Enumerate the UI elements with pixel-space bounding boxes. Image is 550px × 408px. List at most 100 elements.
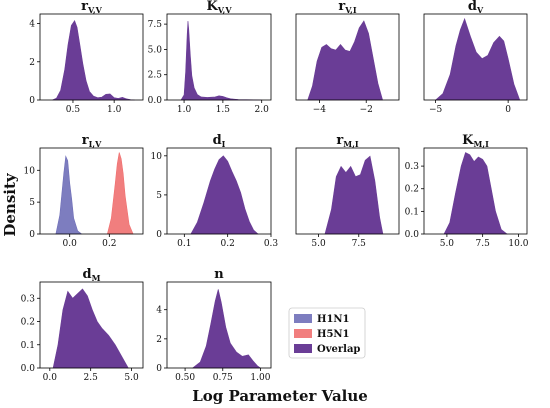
density-area-overlap: [191, 289, 262, 369]
x-tick-label: −4: [313, 105, 327, 115]
panel-frame: [166, 13, 272, 101]
y-tick-label: 0: [156, 230, 162, 240]
legend-swatch: [294, 329, 312, 338]
y-tick-label: 0: [29, 96, 35, 106]
density-area-h5n1: [106, 152, 134, 235]
panel-frame: [39, 147, 144, 235]
x-tick-label: 0.2: [221, 239, 235, 249]
legend: H1N1 H5N1 Overlap: [288, 307, 366, 359]
legend-swatch: [294, 344, 312, 353]
panel-frame: [295, 13, 400, 101]
panel-title: dV: [468, 0, 484, 15]
panel-title: KM,I: [462, 133, 489, 149]
y-tick-label: 0.2: [405, 185, 419, 195]
density-panel: 0.1 0.2 0.3 0 5 10 dI: [151, 133, 279, 249]
density-panel: 5.0 7.5 rM,I: [295, 133, 400, 249]
panel-title: dM: [83, 267, 101, 283]
y-tick-label: 0.1: [405, 207, 419, 217]
x-tick-label: 0: [505, 105, 511, 115]
y-tick-label: 0.1: [21, 341, 35, 351]
density-area-overlap: [52, 20, 135, 101]
density-panel: 0.50 0.75 1.00 0 2 4 n: [156, 267, 272, 383]
x-tick-label: 5.0: [124, 373, 139, 383]
legend-label: H5N1: [317, 329, 350, 340]
panel-title: rM,I: [336, 133, 359, 149]
x-tick-label: −2: [360, 105, 373, 115]
x-tick-label: 1.5: [216, 105, 231, 115]
x-tick-label: 0.2: [102, 239, 116, 249]
y-tick-label: 5: [156, 191, 162, 201]
y-tick-label: 5.0: [148, 45, 163, 55]
panel-frame: [295, 147, 400, 235]
y-tick-label: 0: [156, 364, 162, 374]
x-tick-label: 0.75: [213, 373, 233, 383]
x-tick-label: 1.0: [177, 105, 192, 115]
y-tick-label: 0: [29, 230, 35, 240]
density-area-overlap: [52, 288, 129, 369]
x-tick-label: 7.5: [352, 239, 367, 249]
legend-label: H1N1: [317, 314, 350, 325]
density-panel: 0.5 1.0 0 2 4 rV,V: [29, 0, 144, 115]
y-tick-label: 0.2: [21, 318, 35, 328]
density-panel: 0.0 0.2 0 5 10 rI,V: [24, 133, 144, 249]
x-tick-label: 2.5: [84, 373, 99, 383]
y-tick-label: 5: [29, 198, 35, 208]
panel-frame: [423, 13, 528, 101]
legend-swatch: [294, 314, 312, 323]
x-tick-label: 5.0: [440, 239, 455, 249]
y-tick-label: 10: [24, 166, 36, 176]
density-panel: 0.0 2.5 5.0 0.0 0.1 0.2 0.3 dM: [21, 267, 144, 383]
panel-title: rV,I: [338, 0, 356, 15]
panel-title: rI,V: [82, 133, 102, 149]
legend-label: Overlap: [317, 344, 360, 355]
panel-frame: [39, 281, 144, 369]
density-area-overlap: [443, 152, 508, 235]
density-panel: 1.0 1.5 2.0 0.0 2.5 5.0 7.5 KV,V: [148, 0, 272, 115]
y-axis-title: Density: [1, 172, 19, 237]
x-axis-title: Log Parameter Value: [192, 387, 368, 405]
density-area-h1n1: [55, 155, 83, 235]
y-tick-label: 4: [156, 306, 162, 316]
x-tick-label: 1.00: [250, 373, 270, 383]
x-tick-label: 0.5: [66, 105, 81, 115]
y-tick-label: 0.0: [21, 364, 36, 374]
x-tick-label: 0.0: [63, 239, 78, 249]
x-tick-label: 7.5: [475, 239, 490, 249]
x-tick-label: −5: [429, 105, 443, 115]
density-panel: −4 −2 rV,I: [295, 0, 400, 115]
panel-frame: [166, 147, 272, 235]
y-tick-label: 10: [151, 152, 163, 162]
panel-frame: [423, 147, 528, 235]
density-area-overlap: [434, 17, 521, 101]
y-tick-label: 2: [29, 58, 35, 68]
density-area-overlap: [180, 21, 262, 101]
x-tick-label: 0.0: [43, 373, 58, 383]
panel-frame: [166, 281, 272, 369]
y-tick-label: 0.0: [405, 230, 420, 240]
x-tick-label: 5.0: [311, 239, 326, 249]
density-area-overlap: [324, 155, 384, 235]
density-panel: −5 0 dV: [423, 0, 528, 115]
panel-title: rV,V: [81, 0, 102, 15]
density-area-overlap: [307, 20, 384, 101]
x-tick-label: 0.3: [264, 239, 279, 249]
y-tick-label: 0.3: [21, 294, 36, 304]
y-tick-label: 0.0: [148, 96, 163, 106]
density-panel: 5.0 7.5 10.0 0.0 0.1 0.2 0.3 KM,I: [405, 133, 529, 249]
x-tick-label: 0.1: [177, 239, 191, 249]
panel-title: dI: [213, 133, 226, 149]
y-tick-label: 2.5: [148, 71, 163, 81]
x-tick-label: 1.0: [107, 105, 122, 115]
y-tick-label: 2: [156, 335, 162, 345]
density-area-overlap: [190, 155, 259, 235]
y-tick-label: 7.5: [148, 20, 163, 30]
panel-frame: [39, 13, 144, 101]
x-tick-label: 0.50: [175, 373, 195, 383]
x-tick-label: 10.0: [508, 239, 528, 249]
y-tick-label: 4: [29, 20, 35, 30]
panel-title: n: [214, 267, 224, 282]
panel-title: KV,V: [206, 0, 232, 15]
x-tick-label: 2.0: [255, 105, 270, 115]
